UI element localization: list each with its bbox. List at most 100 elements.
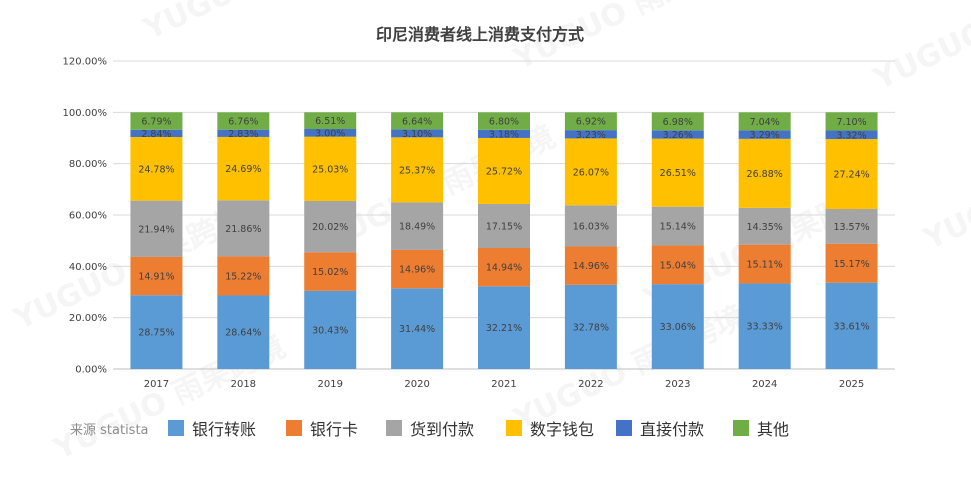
bar-segment [825,112,878,131]
bar-segment [391,202,444,250]
bar-segment [564,205,617,247]
y-tick-label: 80.00% [69,159,107,170]
data-label: 6.76% [228,117,258,128]
bar-segment [564,246,617,285]
bar-stack-2024: 33.33% 15.11% 14.35% 26.88% 3.29% 7.04% [738,112,791,369]
data-label: 14.91% [138,272,174,283]
bar-segment [825,243,878,283]
legend-label: 直接付款 [640,420,704,439]
data-label: 26.51% [660,168,696,179]
y-tick-label: 40.00% [69,262,107,273]
bar-stack-2025: 33.61% 15.17% 13.57% 27.24% 3.32% 7.10% [825,112,878,369]
data-label: 3.23% [576,130,606,141]
legend-label: 货到付款 [410,420,474,439]
bar-segment [478,247,530,287]
data-label: 32.21% [486,323,522,334]
data-label: 6.64% [402,116,432,127]
bar-segment [304,136,357,201]
x-tick-label: 2022 [578,379,603,390]
legend-swatch [286,420,302,436]
bar-segment [130,112,183,130]
bar-segment [825,208,878,244]
bar-stack-group: 28.75% 14.91% 21.94% 24.78% 2.84%6.79% 28.64%… [130,112,878,369]
data-label: 6.51% [315,116,345,127]
x-tick-label: 2019 [317,379,342,390]
bar-segment [217,256,270,296]
legend-item: 数字钱包 [506,420,594,439]
data-label: 3.00% [315,128,345,139]
data-label: 28.75% [138,328,174,339]
data-label: 14.96% [573,261,609,272]
data-label: 6.98% [663,117,693,128]
bar-stack-2017: 28.75% 14.91% 21.94% 24.78% 2.84%6.79% [130,112,183,369]
bar-stack-2018: 28.64% 15.22% 21.86% 24.69% 2.83%6.76% [217,112,270,369]
bar-segment [130,295,183,369]
data-label: 28.64% [225,328,261,339]
legend-label: 数字钱包 [530,420,594,439]
legend-item: 银行卡 [286,420,358,439]
chart-title: 印尼消费者线上消费支付方式 [376,25,584,44]
bar-segment [304,112,357,130]
data-label: 2.84% [141,129,171,140]
y-tick-label: 0.00% [75,365,107,376]
bar-stack-2019: 30.43% 15.02% 20.02% 25.03% 3.00%6.51% [304,112,357,369]
y-tick-label: 120.00% [63,57,108,68]
bar-segment [130,256,183,296]
bar-segment [478,129,530,138]
data-label: 15.14% [660,222,696,233]
bar-segment [564,138,617,206]
source-note: 来源 statista [70,423,149,438]
data-label: 6.80% [489,117,519,128]
watermark-text: YUGUO 雨果跨境 [868,0,971,98]
legend-item: 直接付款 [616,420,704,439]
data-label: 15.22% [225,271,261,282]
legend-swatch [168,420,184,436]
legend-item: 货到付款 [386,420,474,439]
bar-segment [564,112,617,131]
data-label: 14.35% [747,222,783,233]
legend-label: 其他 [757,420,789,439]
bar-segment [738,112,791,131]
data-label: 20.02% [312,222,348,233]
x-tick-label: 2020 [404,379,429,390]
data-label: 14.96% [399,265,435,276]
y-tick-label: 100.00% [63,108,108,119]
legend-swatch [386,420,402,436]
bar-segment [651,284,704,369]
data-label: 15.02% [312,267,348,278]
data-label: 7.04% [750,117,780,128]
data-label: 32.78% [573,322,609,333]
data-label: 3.10% [402,129,432,140]
data-label: 7.10% [836,117,866,128]
x-tick-label: 2025 [839,379,864,390]
x-tick-label: 2021 [491,379,516,390]
bar-segment [217,200,270,257]
x-tick-label: 2023 [665,379,690,390]
data-label: 25.37% [399,165,435,176]
data-label: 30.43% [312,325,348,336]
legend: 银行转账 银行卡 货到付款 数字钱包 直接付款 其他 [168,420,789,439]
watermark-text: YUGUO 雨果跨境 [138,0,381,48]
data-label: 2.83% [228,129,258,140]
bar-segment [130,200,183,257]
data-label: 3.18% [489,129,519,140]
bar-segment [651,206,704,246]
y-tick-label: 60.00% [69,211,107,222]
bar-segment [564,130,617,139]
bar-segment [304,290,357,369]
bar-segment [478,286,530,369]
bar-segment [391,249,444,289]
bar-segment [217,136,270,201]
data-label: 13.57% [833,222,869,233]
bar-segment [304,129,357,137]
data-label: 21.86% [225,224,261,235]
bar-segment [478,112,530,130]
bar-segment [825,139,878,209]
bar-segment [130,129,183,138]
data-label: 17.15% [486,221,522,232]
bar-segment [651,138,704,207]
bar-segment [651,112,704,131]
watermark-text: YUGUO 雨果跨境 [8,199,251,337]
data-label: 33.33% [747,322,783,333]
bar-segment [391,112,444,130]
